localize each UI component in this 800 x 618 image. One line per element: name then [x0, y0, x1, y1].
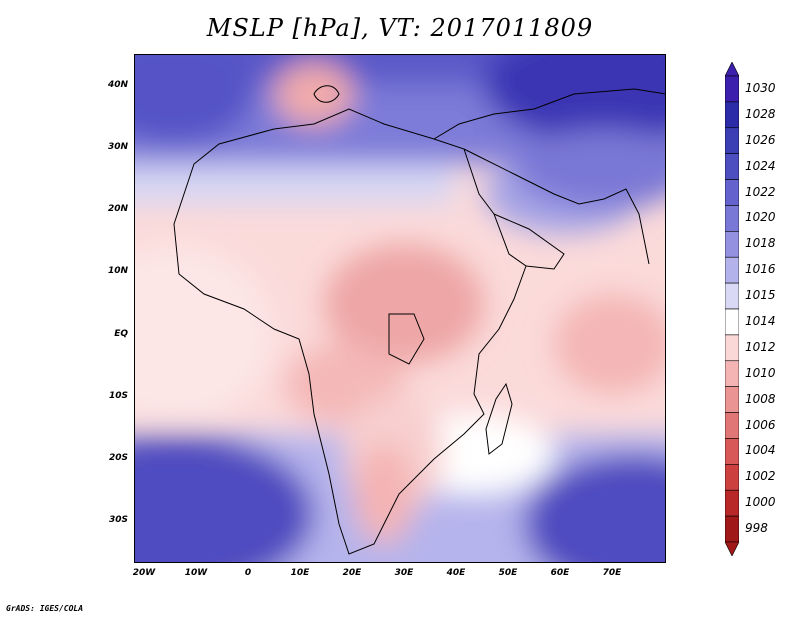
lon-label: 10W	[184, 568, 208, 578]
colorbar-swatch	[725, 75, 739, 103]
colorbar-swatch	[725, 360, 739, 387]
colorbar-swatch	[725, 205, 739, 232]
colorbar-swatch	[725, 489, 739, 517]
colorbar-label: 998	[745, 521, 768, 536]
lon-label: 20W	[132, 568, 156, 578]
pressure-field	[134, 54, 666, 563]
colorbar-label: 1030	[745, 80, 776, 95]
colorbar-swatch	[725, 412, 739, 439]
colorbar-label: 1026	[745, 132, 776, 147]
colorbar-label: 1000	[745, 495, 776, 510]
colorbar-swatch	[725, 231, 739, 258]
colorbar-label: 1006	[745, 417, 776, 432]
colorbar-swatch	[725, 334, 739, 362]
colorbar-label: 1016	[745, 262, 776, 277]
colorbar-swatch	[725, 438, 739, 465]
colorbar-swatch	[725, 515, 739, 543]
lon-label: 70E	[602, 568, 622, 578]
colorbar-label: 1014	[745, 313, 776, 328]
colorbar-swatch	[725, 308, 739, 336]
lon-label: 50E	[498, 568, 518, 578]
colorbar-bottom-arrow	[725, 541, 739, 556]
colorbar-swatch	[725, 153, 739, 180]
colorbar-label: 1010	[745, 365, 776, 380]
map-plot	[134, 54, 666, 563]
lon-label: 0	[244, 568, 252, 578]
colorbar-label: 1022	[745, 184, 776, 199]
lat-label: 30N	[107, 142, 128, 152]
colorbar-label: 1004	[745, 443, 776, 458]
colorbar-swatch	[725, 179, 739, 206]
lon-label: 60E	[550, 568, 570, 578]
lat-label: 20S	[108, 453, 128, 463]
colorbar-label: 1002	[745, 469, 776, 484]
lat-label: 10S	[108, 391, 128, 401]
colorbar-swatch	[725, 282, 739, 310]
colorbar-label: 1015	[745, 288, 776, 303]
colorbar-label: 1012	[745, 339, 776, 354]
lat-label: 40N	[107, 80, 128, 90]
credit-text: GrADS: IGES/COLA	[6, 604, 84, 613]
lat-label: 10N	[107, 266, 128, 276]
colorbar-label: 1024	[745, 158, 776, 173]
lon-label: 10E	[290, 568, 310, 578]
colorbar-swatch	[725, 386, 739, 413]
lat-label: 30S	[108, 515, 128, 525]
lon-label: 20E	[342, 568, 362, 578]
colorbar-label: 1020	[745, 210, 776, 225]
colorbar-swatch	[725, 464, 739, 491]
colorbar-label: 1028	[745, 106, 776, 121]
colorbar-label: 1018	[745, 236, 776, 251]
lat-label: 20N	[107, 204, 128, 214]
colorbar-swatch	[725, 256, 739, 284]
colorbar-swatch	[725, 101, 739, 129]
colorbar-swatch	[725, 127, 739, 154]
lat-label: EQ	[114, 329, 128, 339]
coastlines	[173, 85, 666, 555]
colorbar	[725, 62, 739, 556]
colorbar-label: 1008	[745, 391, 776, 406]
colorbar-top-arrow	[725, 62, 739, 77]
lon-label: 30E	[394, 568, 414, 578]
lon-label: 40E	[446, 568, 466, 578]
chart-title: MSLP [hPa], VT: 2017011809	[206, 14, 594, 42]
